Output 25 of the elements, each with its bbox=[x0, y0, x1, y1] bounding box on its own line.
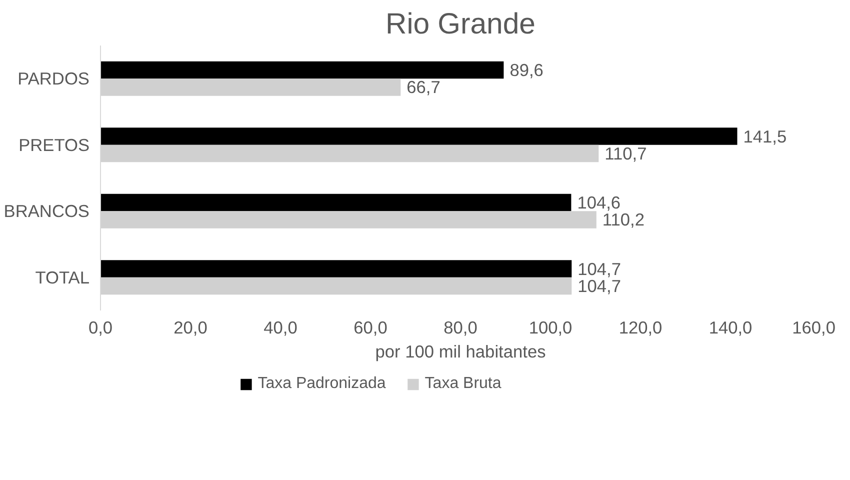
x-tick-label: 120,0 bbox=[618, 318, 662, 338]
x-tick-label: 20,0 bbox=[174, 318, 208, 338]
data-label: 110,7 bbox=[604, 143, 647, 164]
x-tick-label: 140,0 bbox=[708, 318, 752, 338]
x-tick-label: 0,0 bbox=[88, 318, 113, 338]
x-tick-label: 160,0 bbox=[792, 318, 836, 338]
bar bbox=[100, 194, 572, 212]
x-tick-label: 40,0 bbox=[264, 318, 298, 338]
chart-title: Rio Grande bbox=[386, 8, 536, 40]
legend-label: Taxa Bruta bbox=[424, 375, 502, 393]
y-tick-label: PARDOS bbox=[18, 68, 90, 89]
data-label: 89,6 bbox=[510, 60, 544, 80]
bar bbox=[100, 61, 504, 79]
bar bbox=[100, 260, 572, 278]
bar bbox=[100, 128, 738, 145]
data-label: 66,7 bbox=[406, 77, 440, 98]
data-label: 141,5 bbox=[743, 126, 787, 146]
x-axis-title: por 100 mil habitantes bbox=[375, 342, 546, 362]
legend-label: Taxa Padronizada bbox=[258, 375, 386, 393]
x-tick-label: 100,0 bbox=[528, 318, 572, 338]
y-tick-label: PRETOS bbox=[18, 134, 90, 155]
x-tick-label: 80,0 bbox=[444, 318, 478, 338]
y-tick-label: TOTAL bbox=[35, 267, 90, 288]
y-tick-label: BRANCOS bbox=[4, 201, 90, 222]
x-tick-label: 60,0 bbox=[354, 318, 388, 338]
